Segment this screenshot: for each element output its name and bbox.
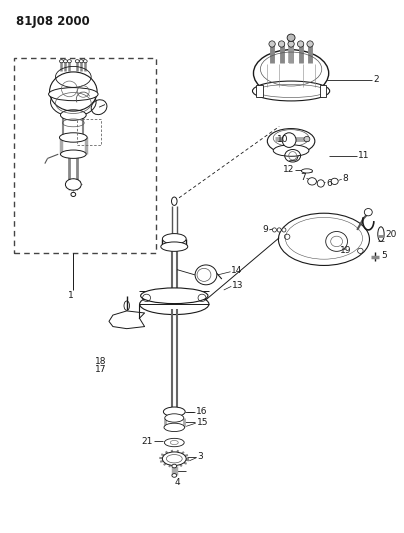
Text: 12: 12 <box>283 165 294 174</box>
Ellipse shape <box>272 228 276 232</box>
Ellipse shape <box>164 438 184 447</box>
Text: 9: 9 <box>263 225 269 235</box>
Text: 11: 11 <box>358 151 370 160</box>
Ellipse shape <box>50 87 96 116</box>
Ellipse shape <box>162 452 186 465</box>
Ellipse shape <box>61 110 86 120</box>
Text: 2: 2 <box>373 75 379 84</box>
Ellipse shape <box>331 178 338 184</box>
Text: 18: 18 <box>95 357 106 366</box>
Ellipse shape <box>172 464 177 468</box>
Text: 15: 15 <box>196 418 208 426</box>
Text: 3: 3 <box>197 452 203 461</box>
Ellipse shape <box>304 136 310 142</box>
Ellipse shape <box>124 301 130 310</box>
Text: 14: 14 <box>231 266 243 275</box>
Ellipse shape <box>288 41 294 47</box>
Ellipse shape <box>301 169 312 173</box>
Ellipse shape <box>252 81 330 101</box>
Bar <box>256 85 263 97</box>
Ellipse shape <box>162 233 186 244</box>
Ellipse shape <box>308 177 316 185</box>
Text: 8: 8 <box>343 174 348 183</box>
Ellipse shape <box>48 87 98 101</box>
Ellipse shape <box>59 60 63 63</box>
Ellipse shape <box>317 180 324 187</box>
Ellipse shape <box>164 423 185 432</box>
Bar <box>320 85 326 97</box>
Ellipse shape <box>165 414 184 422</box>
Text: 16: 16 <box>196 407 207 416</box>
Ellipse shape <box>141 288 208 304</box>
Text: 21: 21 <box>141 437 153 446</box>
Ellipse shape <box>172 474 177 477</box>
Ellipse shape <box>378 227 384 241</box>
Text: 81J08 2000: 81J08 2000 <box>16 14 90 28</box>
Text: 19: 19 <box>340 246 351 255</box>
Ellipse shape <box>140 294 209 314</box>
Ellipse shape <box>278 213 370 265</box>
Text: 4: 4 <box>175 478 180 487</box>
Text: 13: 13 <box>232 281 244 290</box>
Text: 6: 6 <box>326 179 332 188</box>
Ellipse shape <box>67 60 72 63</box>
FancyBboxPatch shape <box>14 58 156 254</box>
Ellipse shape <box>297 41 304 47</box>
Ellipse shape <box>282 133 296 148</box>
Ellipse shape <box>195 265 217 285</box>
Ellipse shape <box>65 179 81 190</box>
Ellipse shape <box>267 128 315 154</box>
Ellipse shape <box>253 50 329 97</box>
Ellipse shape <box>79 60 83 63</box>
Text: 20: 20 <box>385 230 397 239</box>
Ellipse shape <box>273 145 309 156</box>
Ellipse shape <box>161 242 188 252</box>
Ellipse shape <box>364 208 372 216</box>
Ellipse shape <box>307 41 313 47</box>
Text: 10: 10 <box>277 134 288 143</box>
Ellipse shape <box>172 197 177 205</box>
Ellipse shape <box>282 228 286 232</box>
Ellipse shape <box>277 228 281 232</box>
Text: 17: 17 <box>95 366 106 374</box>
Ellipse shape <box>63 60 67 63</box>
Ellipse shape <box>59 133 87 142</box>
Ellipse shape <box>287 34 295 42</box>
Ellipse shape <box>71 192 76 197</box>
Ellipse shape <box>61 150 86 158</box>
Text: 7: 7 <box>300 173 306 182</box>
Ellipse shape <box>326 231 347 252</box>
Ellipse shape <box>83 60 87 63</box>
Text: 5: 5 <box>381 251 387 260</box>
Ellipse shape <box>269 41 275 47</box>
Ellipse shape <box>278 41 285 47</box>
Ellipse shape <box>75 60 79 63</box>
Ellipse shape <box>163 407 185 416</box>
Text: 1: 1 <box>68 290 74 300</box>
